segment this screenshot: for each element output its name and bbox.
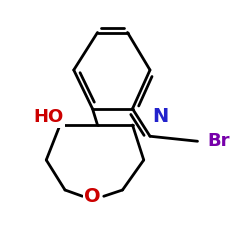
Text: N: N xyxy=(152,107,168,126)
Text: Br: Br xyxy=(208,132,230,150)
Text: HO: HO xyxy=(34,108,64,126)
Text: O: O xyxy=(84,187,101,206)
